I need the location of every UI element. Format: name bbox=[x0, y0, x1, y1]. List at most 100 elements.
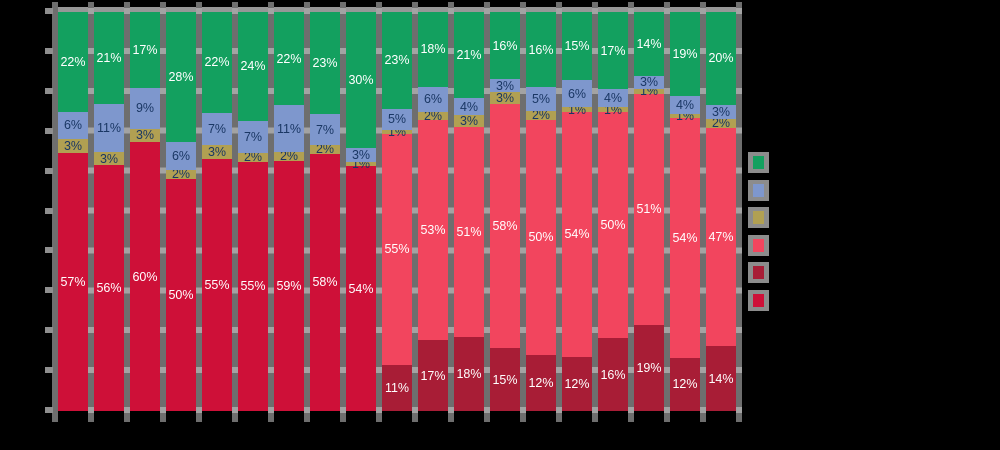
bar-16-label-blue: 4% bbox=[603, 90, 623, 105]
category-gridline bbox=[268, 2, 274, 422]
stacked-bar: 14% 47% 2% 3% 20% bbox=[706, 12, 736, 411]
stacked-bar: 57% 3% 6% 22% bbox=[58, 12, 88, 411]
bar-17-label-green: 14% bbox=[636, 36, 662, 51]
stacked-bar: 60% 3% 9% 17% bbox=[130, 12, 160, 411]
y-axis-tick bbox=[45, 247, 53, 254]
bar-1-segment-blue: 6% bbox=[58, 111, 88, 139]
stacked-bar: 11% 55% 1% 5% 23% bbox=[382, 12, 412, 411]
bar-2-segment-olive: 3% bbox=[94, 151, 124, 166]
bar-14-label-pink: 50% bbox=[528, 230, 554, 245]
legend-swatch-blue bbox=[753, 183, 764, 197]
bar-15-segment-dark_red: 12% bbox=[562, 356, 592, 411]
stacked-bar: 18% 51% 3% 4% 21% bbox=[454, 12, 484, 411]
bar-16-segment-pink: 50% bbox=[598, 111, 628, 339]
bar-14-segment-olive: 2% bbox=[526, 109, 556, 121]
bar-2-label-blue: 11% bbox=[96, 120, 122, 135]
bar-12-label-blue: 4% bbox=[459, 99, 479, 114]
bar-6-segment-olive: 2% bbox=[238, 149, 268, 164]
bar-12-label-olive: 3% bbox=[459, 113, 479, 128]
y-axis-tick bbox=[45, 127, 53, 134]
bar-3-segment-blue: 9% bbox=[130, 88, 160, 129]
stacked-bar: 59% 2% 11% 22% bbox=[274, 12, 304, 411]
bar-17-segment-olive: 1% bbox=[634, 85, 664, 97]
bar-3-label-blue: 9% bbox=[135, 101, 155, 116]
bar-15-label-dark_red: 12% bbox=[564, 376, 590, 391]
bar-19-label-green: 20% bbox=[708, 51, 734, 66]
bar-14-segment-green: 16% bbox=[526, 12, 556, 88]
bar-15-label-green: 15% bbox=[564, 38, 590, 53]
category-gridline bbox=[736, 2, 742, 422]
bar-12-segment-olive: 3% bbox=[454, 113, 484, 128]
category-gridline bbox=[556, 2, 562, 422]
legend-swatch-pink bbox=[753, 238, 764, 252]
bar-11-label-blue: 6% bbox=[423, 92, 443, 107]
bar-10-label-pink: 55% bbox=[384, 242, 410, 257]
bar-19-label-olive: 2% bbox=[711, 116, 731, 131]
stacked-bar: 15% 58% 3% 3% 16% bbox=[490, 12, 520, 411]
bar-1-segment-olive: 3% bbox=[58, 138, 88, 153]
bar-12-segment-pink: 51% bbox=[454, 127, 484, 337]
bar-10-segment-pink: 55% bbox=[382, 133, 412, 365]
bar-18-segment-pink: 54% bbox=[670, 118, 700, 358]
category-gridline bbox=[664, 2, 670, 422]
category-gridline bbox=[304, 2, 310, 422]
bar-10-label-dark_red: 11% bbox=[384, 380, 410, 395]
bar-4-segment-olive: 2% bbox=[166, 168, 196, 180]
bar-12-label-dark_red: 18% bbox=[456, 366, 482, 381]
bar-7-segment-crimson: 59% bbox=[274, 160, 304, 411]
bar-5-label-green: 22% bbox=[204, 55, 230, 70]
bar-13-segment-green: 16% bbox=[490, 12, 520, 80]
legend-item-blue bbox=[748, 179, 769, 201]
bar-14-label-blue: 5% bbox=[531, 91, 551, 106]
bar-13-segment-dark_red: 15% bbox=[490, 348, 520, 411]
bar-5-segment-blue: 7% bbox=[202, 112, 232, 146]
bar-11-label-dark_red: 17% bbox=[420, 368, 446, 383]
y-axis-tick bbox=[45, 167, 53, 174]
bar-1-label-green: 22% bbox=[60, 54, 86, 69]
bar-2-label-olive: 3% bbox=[99, 151, 119, 166]
bar-13-segment-blue: 3% bbox=[490, 79, 520, 92]
bar-8-segment-olive: 2% bbox=[310, 143, 340, 155]
bar-7-label-crimson: 59% bbox=[276, 278, 302, 293]
bar-8-segment-blue: 7% bbox=[310, 113, 340, 146]
stacked-bar: 12% 54% 1% 6% 15% bbox=[562, 12, 592, 411]
bar-19-segment-olive: 2% bbox=[706, 116, 736, 131]
bar-17-label-blue: 3% bbox=[639, 75, 659, 90]
bar-8-label-green: 23% bbox=[312, 55, 338, 70]
bar-15-segment-green: 15% bbox=[562, 12, 592, 81]
bar-10-label-green: 23% bbox=[384, 53, 410, 68]
bar-13-segment-pink: 58% bbox=[490, 104, 520, 348]
bar-4-segment-green: 28% bbox=[166, 12, 196, 142]
bar-10-segment-green: 23% bbox=[382, 12, 412, 109]
bar-16-segment-olive: 1% bbox=[598, 103, 628, 115]
bar-18-segment-dark_red: 12% bbox=[670, 357, 700, 411]
bar-16-segment-green: 17% bbox=[598, 12, 628, 90]
bar-4-label-crimson: 50% bbox=[168, 287, 194, 302]
bar-17-label-dark_red: 19% bbox=[636, 360, 662, 375]
bar-17-segment-green: 14% bbox=[634, 12, 664, 76]
bar-18-label-green: 19% bbox=[672, 46, 698, 61]
legend-swatch-crimson bbox=[753, 293, 764, 307]
bar-9-label-crimson: 54% bbox=[348, 281, 374, 296]
bar-7-segment-blue: 11% bbox=[274, 105, 304, 153]
bar-10-segment-olive: 1% bbox=[382, 125, 412, 137]
bar-15-label-pink: 54% bbox=[564, 226, 590, 241]
stacked-bar: 55% 3% 7% 22% bbox=[202, 12, 232, 411]
bar-7-label-blue: 11% bbox=[276, 121, 302, 136]
bar-6-segment-crimson: 55% bbox=[238, 161, 268, 411]
bar-15-segment-olive: 1% bbox=[562, 103, 592, 115]
bar-5-segment-crimson: 55% bbox=[202, 158, 232, 411]
bar-4-label-green: 28% bbox=[168, 69, 194, 84]
category-gridline bbox=[232, 2, 238, 422]
bar-6-label-olive: 2% bbox=[243, 149, 263, 164]
bar-19-label-pink: 47% bbox=[708, 229, 734, 244]
legend-swatch-dark_red bbox=[753, 266, 764, 279]
bar-3-segment-green: 17% bbox=[130, 12, 160, 89]
y-axis-tick bbox=[45, 87, 53, 94]
bar-5-segment-olive: 3% bbox=[202, 145, 232, 159]
legend-item-olive bbox=[748, 207, 769, 228]
bar-13-label-blue: 3% bbox=[495, 78, 515, 93]
bar-9-label-green: 30% bbox=[348, 72, 374, 87]
y-axis-tick bbox=[45, 207, 53, 214]
category-gridline bbox=[160, 2, 166, 422]
